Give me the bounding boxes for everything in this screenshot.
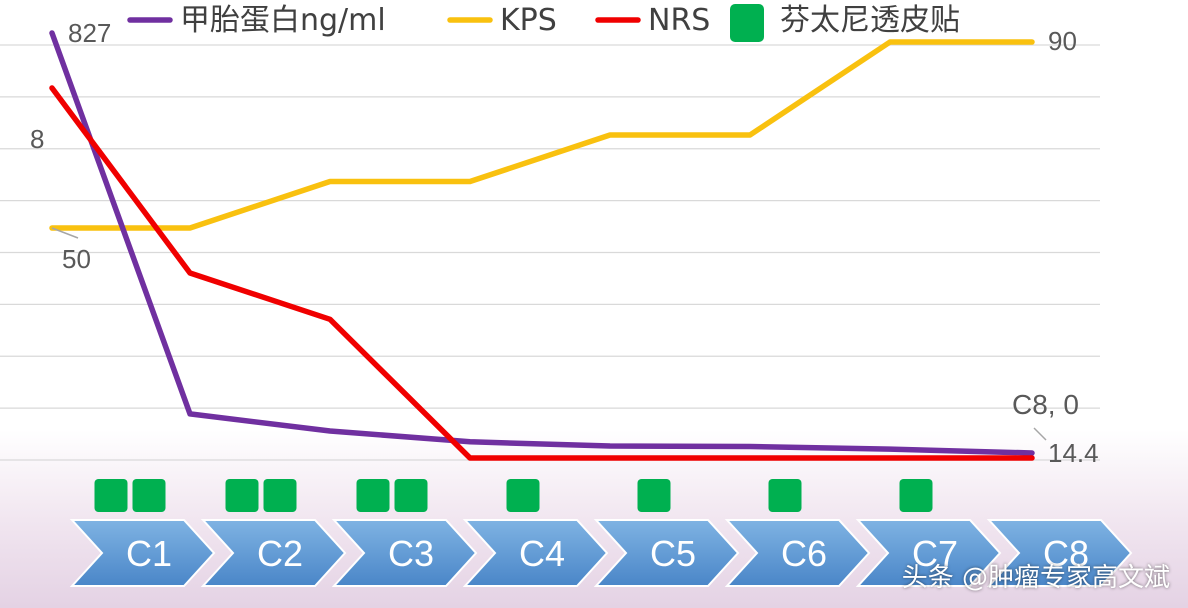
patch-marker — [94, 479, 128, 512]
cycle-label: C8 — [1043, 533, 1089, 574]
value-labels: 827 14.4 50 90 8 C8, 0 — [30, 18, 1099, 468]
cycle-label: C3 — [388, 533, 434, 574]
series-line-2 — [49, 85, 1035, 461]
fentanyl-patch-markers — [94, 479, 933, 512]
legend-label: NRS — [648, 3, 710, 38]
cycle-label: C7 — [912, 533, 958, 574]
cycle-label: C2 — [257, 533, 303, 574]
legend: 甲胎蛋白ng/ml KPS NRS 芬太尼透皮贴 — [127, 3, 960, 42]
watermark: 头条 @肿瘤专家高文斌 — [901, 563, 1170, 593]
afp-first-label: 827 — [68, 18, 111, 48]
legend-label: 甲胎蛋白ng/ml — [180, 3, 386, 38]
patch-marker — [768, 479, 802, 512]
patch-marker — [394, 479, 428, 512]
patch-marker — [132, 479, 166, 512]
kps-first-label: 50 — [62, 244, 91, 274]
cycle-arrow — [855, 519, 1002, 587]
cycle-arrows: C1 C2 C3 C4 C5 C6 C7 C8 — [69, 519, 1133, 587]
series-line-0 — [49, 30, 1035, 456]
legend-label: KPS — [500, 3, 557, 38]
kps-last-label: 90 — [1048, 26, 1077, 56]
cycle-arrow — [462, 519, 609, 587]
cycle-label: C6 — [781, 533, 827, 574]
cycle-label: C1 — [126, 533, 172, 574]
patch-marker — [225, 479, 259, 512]
nrs-first-label: 8 — [30, 124, 44, 154]
patch-marker — [506, 479, 540, 512]
cycle-arrow — [200, 519, 347, 587]
nrs-label-leader — [1033, 427, 1047, 441]
series-line-1 — [49, 39, 1035, 231]
legend-swatch — [730, 4, 764, 42]
nrs-last-label: C8, 0 — [1012, 389, 1079, 420]
series-lines — [49, 30, 1035, 461]
patch-marker — [356, 479, 390, 512]
cycle-arrow — [986, 519, 1133, 587]
patch-marker — [637, 479, 671, 512]
gridlines — [0, 44, 1100, 461]
afp-last-label: 14.4 — [1048, 438, 1099, 468]
cycle-arrow — [593, 519, 740, 587]
legend-label: 芬太尼透皮贴 — [780, 3, 960, 38]
cycle-arrow — [69, 519, 216, 587]
cycle-arrow — [331, 519, 478, 587]
cycle-label: C5 — [650, 533, 696, 574]
kps-label-leader — [51, 227, 79, 239]
cycle-label: C4 — [519, 533, 565, 574]
patch-marker — [263, 479, 297, 512]
cycle-arrow — [724, 519, 871, 587]
patch-marker — [899, 479, 933, 512]
